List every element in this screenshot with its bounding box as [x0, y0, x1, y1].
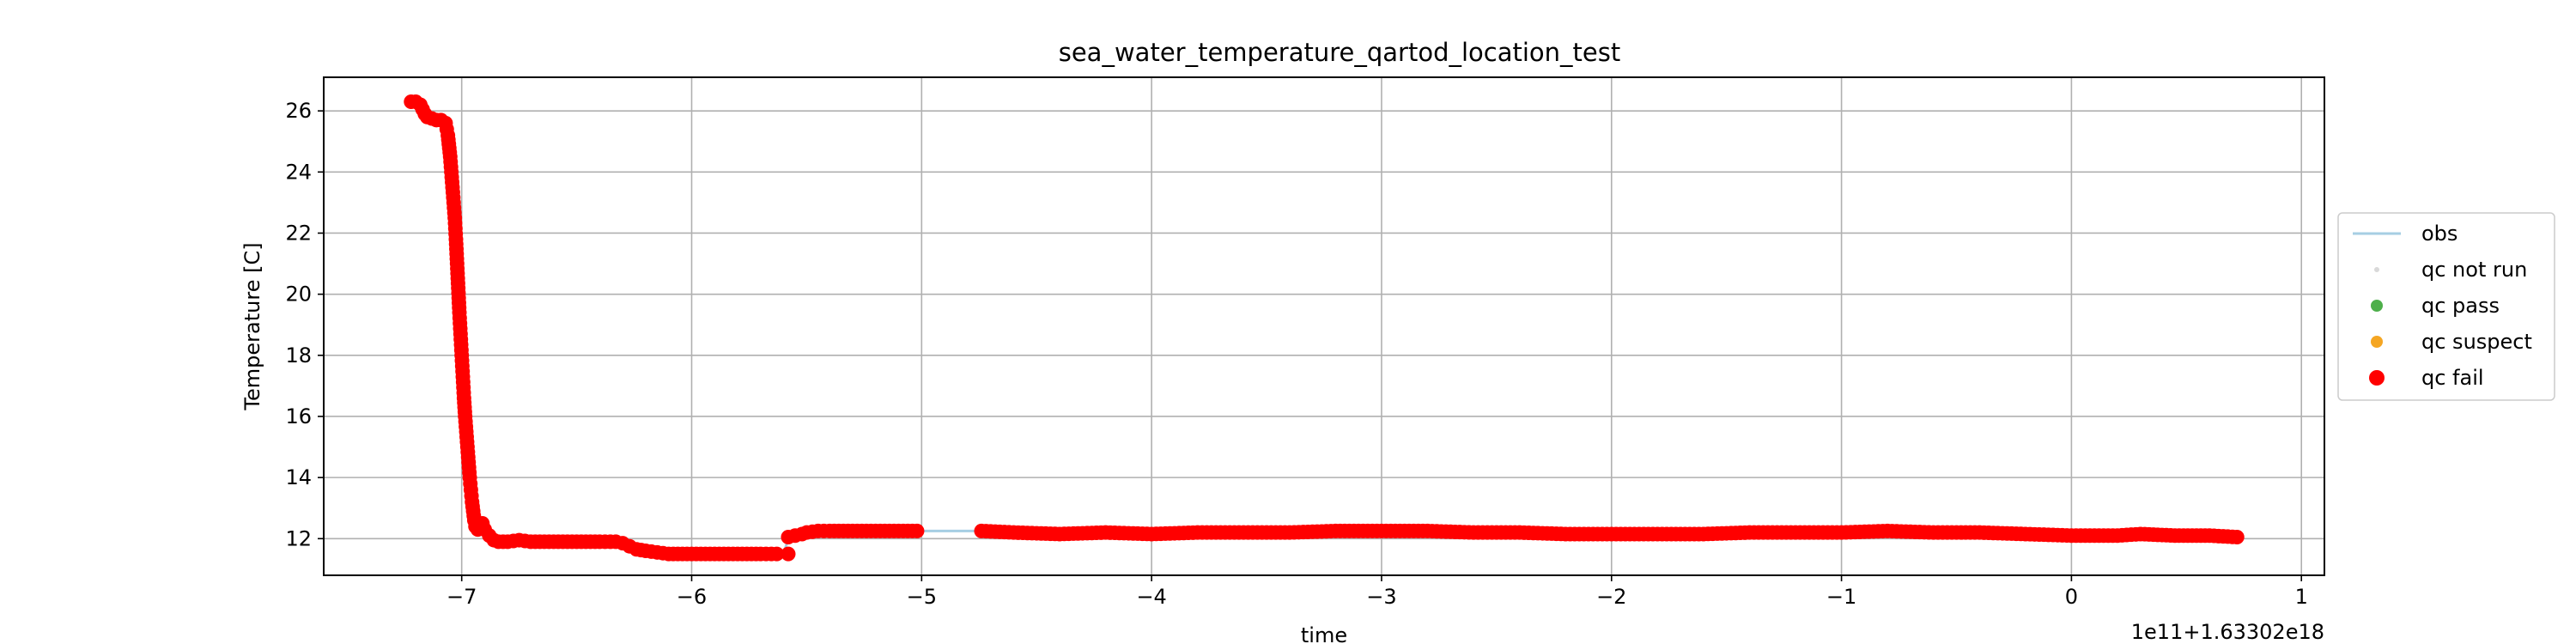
y-axis-ticks: 12 14 16 18 20 22 24 26	[285, 99, 324, 550]
y-tick-label: 12	[285, 526, 312, 550]
plot-frame	[323, 76, 2325, 576]
x-tick-label: −7	[447, 585, 477, 609]
legend-box	[2337, 212, 2555, 401]
legend-label: qc suspect	[2421, 330, 2532, 354]
y-axis-label: Temperature [C]	[240, 242, 264, 410]
y-tick-label: 20	[285, 283, 312, 307]
y-tick-label: 16	[285, 404, 312, 428]
y-tick-label: 14	[285, 465, 312, 489]
x-tick-label: −2	[1596, 585, 1626, 609]
x-tick-label: −1	[1826, 585, 1856, 609]
legend: obs qc not run qc pass qc suspect qc fail	[2337, 212, 2555, 401]
legend-label: qc pass	[2421, 294, 2500, 318]
x-tick-label: −6	[677, 585, 707, 609]
chart-title: sea_water_temperature_qartod_location_te…	[1059, 38, 1621, 67]
legend-item-qc-fail: qc fail	[2369, 366, 2484, 390]
legend-item-qc-not-run: qc not run	[2374, 258, 2527, 282]
x-tick-label: −5	[907, 585, 937, 609]
y-tick-label: 26	[285, 99, 312, 123]
qc-fail-point	[909, 523, 925, 538]
y-tick-label: 24	[285, 160, 312, 184]
legend-label: obs	[2421, 222, 2458, 246]
qc-fail-point	[2229, 530, 2245, 545]
legend-marker-swatch	[2371, 300, 2383, 312]
y-tick-label: 22	[285, 221, 312, 245]
x-axis-offset-label: 1e11+1.63302e18	[2131, 620, 2324, 644]
legend-label: qc fail	[2421, 366, 2484, 390]
x-axis-label: time	[1301, 623, 1347, 644]
x-tick-label: 1	[2295, 585, 2308, 609]
legend-marker-swatch	[2371, 336, 2383, 348]
x-tick-label: −4	[1136, 585, 1166, 609]
x-tick-label: −3	[1366, 585, 1396, 609]
legend-marker-swatch	[2374, 267, 2379, 272]
x-tick-label: 0	[2065, 585, 2078, 609]
legend-item-qc-suspect: qc suspect	[2371, 330, 2532, 354]
qc-fail-series	[404, 94, 2245, 562]
y-tick-label: 18	[285, 343, 312, 368]
qc-fail-point	[769, 546, 785, 562]
legend-item-qc-pass: qc pass	[2371, 294, 2500, 318]
legend-label: qc not run	[2421, 258, 2527, 282]
legend-marker-swatch	[2369, 370, 2385, 386]
legend-item-obs: obs	[2353, 222, 2458, 246]
qc-fail-point	[781, 546, 796, 562]
x-axis-ticks: −7 −6 −5 −4 −3 −2 −1 0 1	[447, 575, 2308, 609]
